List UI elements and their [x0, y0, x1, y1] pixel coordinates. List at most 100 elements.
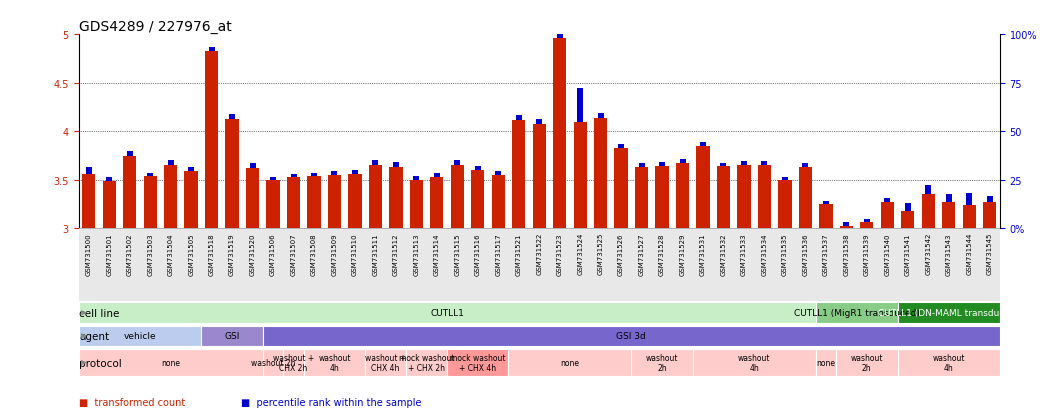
Text: cell line: cell line	[79, 308, 119, 318]
Bar	[680, 159, 686, 164]
Text: GSM731544: GSM731544	[966, 233, 973, 275]
Text: GSM731518: GSM731518	[208, 233, 215, 275]
Bar	[536, 119, 542, 124]
Text: GSM731526: GSM731526	[618, 233, 624, 275]
Bar	[389, 168, 402, 229]
Text: GSM731537: GSM731537	[823, 233, 829, 275]
Bar	[655, 167, 669, 229]
Bar	[782, 178, 788, 180]
Bar	[79, 326, 201, 347]
Bar	[945, 195, 952, 203]
Text: GSM731509: GSM731509	[332, 233, 337, 275]
Bar	[148, 174, 153, 177]
Text: ■  transformed count: ■ transformed count	[79, 397, 184, 407]
Bar	[693, 349, 816, 376]
Text: GSM731506: GSM731506	[270, 233, 276, 275]
Bar	[676, 164, 689, 229]
Text: none: none	[161, 358, 180, 367]
Text: washout
2h: washout 2h	[646, 353, 678, 373]
Bar	[287, 178, 300, 229]
Bar	[332, 172, 337, 176]
Bar	[598, 114, 604, 119]
Text: GSM731527: GSM731527	[639, 233, 645, 275]
Bar	[921, 195, 935, 229]
Text: GSM731531: GSM731531	[700, 233, 706, 275]
Text: washout
4h: washout 4h	[318, 353, 351, 373]
Text: GDS4289 / 227976_at: GDS4289 / 227976_at	[79, 20, 231, 34]
Bar	[263, 326, 1000, 347]
Bar	[393, 163, 399, 168]
Bar	[106, 178, 112, 181]
Text: washout
4h: washout 4h	[933, 353, 965, 373]
Bar	[700, 142, 706, 147]
Text: GSM731543: GSM731543	[945, 233, 952, 275]
Bar	[168, 161, 174, 166]
Bar	[717, 167, 730, 229]
Bar	[433, 174, 440, 178]
Text: GSM731502: GSM731502	[127, 233, 133, 275]
Bar	[816, 303, 897, 323]
Text: GSM731532: GSM731532	[720, 233, 727, 275]
Bar	[802, 164, 808, 168]
Text: GSM731525: GSM731525	[598, 233, 604, 275]
Bar	[373, 161, 378, 166]
Text: GSM731545: GSM731545	[986, 233, 993, 275]
Text: GSM731507: GSM731507	[290, 233, 296, 275]
Text: washout +
CHX 4h: washout + CHX 4h	[365, 353, 406, 373]
Text: GSM731538: GSM731538	[843, 233, 849, 275]
Bar	[184, 172, 198, 229]
Text: GSM731539: GSM731539	[864, 233, 870, 275]
Bar	[509, 349, 631, 376]
Bar	[737, 166, 751, 229]
Bar	[837, 349, 897, 376]
Bar	[799, 168, 812, 229]
Bar	[864, 219, 870, 222]
Text: GSM731504: GSM731504	[168, 233, 174, 275]
Text: GSM731508: GSM731508	[311, 233, 317, 275]
Text: washout
2h: washout 2h	[850, 353, 883, 373]
Bar	[143, 177, 157, 229]
Bar	[406, 349, 447, 376]
Bar	[557, 35, 562, 39]
Bar	[352, 171, 358, 175]
Bar	[430, 178, 444, 229]
Bar	[840, 226, 853, 229]
Text: GSI 3d: GSI 3d	[617, 332, 646, 341]
Text: GSM731540: GSM731540	[885, 233, 890, 275]
Bar	[696, 147, 710, 229]
Bar	[966, 194, 973, 206]
Text: washout +
CHX 2h: washout + CHX 2h	[273, 353, 314, 373]
Text: GSM731517: GSM731517	[495, 233, 502, 275]
Bar	[164, 166, 177, 229]
Text: GSM731522: GSM731522	[536, 233, 542, 275]
Text: GSM731519: GSM731519	[229, 233, 236, 275]
Bar	[926, 185, 931, 195]
Text: washout 2h: washout 2h	[251, 358, 295, 367]
Bar	[659, 163, 665, 167]
Text: GSM731541: GSM731541	[905, 233, 911, 275]
Text: GSM731521: GSM731521	[516, 233, 521, 275]
Text: mock washout
+ CHX 2h: mock washout + CHX 2h	[399, 353, 454, 373]
Text: GSM731513: GSM731513	[414, 233, 420, 275]
Bar	[450, 166, 464, 229]
Bar	[819, 205, 832, 229]
Bar	[447, 349, 509, 376]
Bar	[512, 120, 526, 229]
Bar	[962, 206, 976, 229]
Text: GSM731534: GSM731534	[761, 233, 767, 275]
Text: GSM731533: GSM731533	[741, 233, 747, 275]
Bar	[266, 180, 280, 229]
Bar	[246, 169, 260, 229]
Bar	[986, 197, 993, 203]
Bar	[79, 303, 816, 323]
Bar	[492, 176, 505, 229]
Bar	[905, 204, 911, 211]
Bar	[942, 203, 955, 229]
Bar	[205, 52, 218, 229]
Bar	[474, 167, 481, 171]
Text: GSM731536: GSM731536	[802, 233, 808, 275]
Bar	[778, 180, 792, 229]
Text: GSM731516: GSM731516	[474, 233, 481, 275]
Text: mock washout
+ CHX 4h: mock washout + CHX 4h	[450, 353, 506, 373]
Text: washout
4h: washout 4h	[738, 353, 771, 373]
